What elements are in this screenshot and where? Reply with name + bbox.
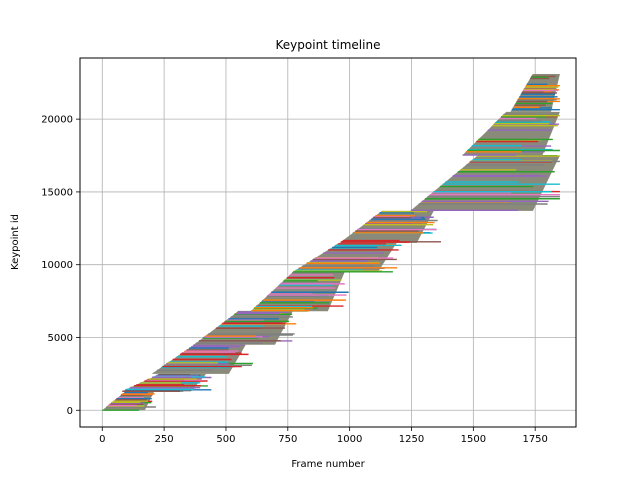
y-axis-ticks: 0 5000 10000 15000 20000 xyxy=(41,115,80,417)
x-tick-label: 1500 xyxy=(461,434,486,445)
x-tick-label: 1750 xyxy=(522,434,547,445)
y-tick-label: 0 xyxy=(67,406,73,417)
x-tick-label: 250 xyxy=(155,434,174,445)
grid-lines xyxy=(80,58,576,427)
y-tick-label: 15000 xyxy=(41,187,73,198)
x-axis-ticks: 0 250 500 750 1000 1250 1500 1750 xyxy=(99,427,548,445)
x-tick-label: 0 xyxy=(99,434,105,445)
chart-title: Keypoint timeline xyxy=(276,38,381,52)
plot-area xyxy=(102,74,560,411)
x-tick-label: 500 xyxy=(216,434,235,445)
y-tick-label: 5000 xyxy=(48,333,73,344)
keypoint-band xyxy=(410,155,560,211)
y-tick-label: 10000 xyxy=(41,260,73,271)
y-tick-label: 20000 xyxy=(41,115,73,126)
x-tick-label: 1000 xyxy=(337,434,362,445)
x-tick-label: 750 xyxy=(278,434,297,445)
axes-frame xyxy=(79,57,577,428)
x-tick-label: 1250 xyxy=(399,434,424,445)
y-axis-label: Keypoint id xyxy=(10,214,21,270)
x-axis-label: Frame number xyxy=(291,459,365,470)
